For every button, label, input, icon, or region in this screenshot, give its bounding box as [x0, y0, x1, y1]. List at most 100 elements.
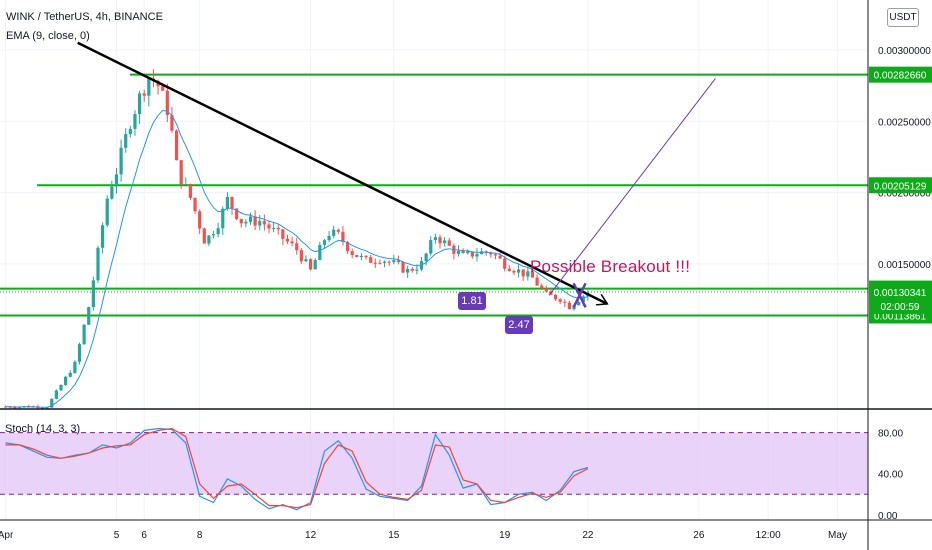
candle-bullish[interactable] — [184, 183, 188, 185]
descending-trendline[interactable] — [77, 41, 608, 304]
candle-bearish[interactable] — [202, 228, 206, 244]
candle-bearish[interactable] — [253, 216, 257, 226]
candle-bullish[interactable] — [105, 198, 109, 226]
candle-bearish[interactable] — [521, 269, 525, 277]
candle-bearish[interactable] — [396, 260, 401, 263]
candle-bearish[interactable] — [438, 237, 442, 244]
candle-bullish[interactable] — [225, 197, 229, 209]
candle-bullish[interactable] — [147, 78, 151, 96]
candle-bearish[interactable] — [540, 285, 544, 289]
candle-bullish[interactable] — [45, 407, 49, 409]
candle-bullish[interactable] — [424, 253, 428, 262]
candle-bullish[interactable] — [406, 268, 410, 273]
candle-bearish[interactable] — [142, 93, 146, 96]
candle-bullish[interactable] — [415, 269, 419, 271]
candle-bullish[interactable] — [433, 237, 437, 241]
candle-bearish[interactable] — [498, 255, 502, 259]
candle-bullish[interactable] — [318, 244, 322, 261]
candle-bullish[interactable] — [77, 344, 82, 362]
candle-bullish[interactable] — [304, 259, 308, 262]
candle-bullish[interactable] — [82, 324, 86, 345]
candle-bearish[interactable] — [165, 90, 169, 116]
candle-bullish[interactable] — [73, 361, 77, 373]
candle-bearish[interactable] — [387, 261, 391, 263]
candle-bullish[interactable] — [221, 208, 225, 229]
candle-bearish[interactable] — [489, 252, 493, 255]
candle-bearish[interactable] — [544, 288, 548, 292]
candle-bearish[interactable] — [507, 268, 511, 272]
candle-bearish[interactable] — [553, 294, 558, 300]
candle-bullish[interactable] — [456, 250, 461, 254]
candle-bullish[interactable] — [124, 134, 128, 148]
candle-bearish[interactable] — [299, 250, 303, 262]
candle-bullish[interactable] — [443, 240, 447, 244]
candle-bearish[interactable] — [230, 197, 234, 209]
candle-bearish[interactable] — [267, 224, 271, 229]
candle-bullish[interactable] — [64, 376, 68, 385]
candle-bullish[interactable] — [516, 269, 521, 273]
candle-bullish[interactable] — [101, 225, 105, 248]
candle-bearish[interactable] — [503, 258, 507, 269]
candle-bullish[interactable] — [114, 174, 119, 187]
candle-bullish[interactable] — [429, 240, 433, 254]
candle-bearish[interactable] — [512, 271, 516, 273]
stoch-d-line[interactable] — [5, 427, 589, 509]
projection-line[interactable] — [548, 78, 716, 296]
candle-bullish[interactable] — [137, 93, 142, 115]
candle-bearish[interactable] — [239, 218, 243, 224]
candle-bearish[interactable] — [378, 262, 382, 264]
candle-bearish[interactable] — [308, 259, 313, 270]
candle-bearish[interactable] — [493, 254, 498, 256]
candle-bearish[interactable] — [262, 221, 266, 225]
candle-bullish[interactable] — [581, 296, 585, 302]
candle-bullish[interactable] — [272, 227, 276, 229]
candle-bearish[interactable] — [235, 208, 239, 219]
candle-bullish[interactable] — [87, 307, 91, 325]
candle-bullish[interactable] — [54, 390, 58, 399]
candle-bearish[interactable] — [355, 255, 359, 258]
candle-bearish[interactable] — [567, 302, 572, 310]
candle-bullish[interactable] — [244, 221, 248, 224]
candle-bullish[interactable] — [211, 234, 216, 236]
candle-bearish[interactable] — [350, 251, 354, 256]
candle-bullish[interactable] — [133, 114, 137, 129]
candle-bullish[interactable] — [59, 384, 63, 391]
candle-bearish[interactable] — [179, 160, 183, 185]
candle-bullish[interactable] — [110, 186, 114, 199]
candle-bullish[interactable] — [119, 147, 123, 175]
candle-bearish[interactable] — [373, 262, 377, 264]
candle-bullish[interactable] — [577, 301, 581, 306]
candle-bearish[interactable] — [341, 231, 345, 242]
candle-bullish[interactable] — [466, 251, 470, 254]
candle-bullish[interactable] — [480, 251, 484, 255]
candle-bearish[interactable] — [193, 197, 197, 212]
candle-bullish[interactable] — [50, 398, 54, 408]
candle-bearish[interactable] — [174, 130, 179, 161]
candle-bearish[interactable] — [470, 251, 474, 257]
candle-bullish[interactable] — [332, 229, 336, 236]
candle-bearish[interactable] — [364, 255, 368, 258]
candle-bearish[interactable] — [558, 299, 562, 302]
candle-bullish[interactable] — [313, 260, 317, 270]
candle-bearish[interactable] — [401, 262, 405, 273]
candle-bearish[interactable] — [13, 407, 17, 409]
candle-bearish[interactable] — [461, 250, 465, 254]
candle-bearish[interactable] — [369, 257, 373, 263]
candle-bullish[interactable] — [327, 235, 331, 241]
candle-bullish[interactable] — [68, 372, 72, 377]
candle-bearish[interactable] — [530, 271, 535, 278]
candle-bearish[interactable] — [535, 277, 539, 286]
ratio-badge-lower[interactable]: 2.47 — [505, 316, 533, 334]
candle-bullish[interactable] — [526, 271, 530, 277]
possible-breakout-annotation[interactable]: Possible Breakout !!! — [530, 257, 691, 276]
ema-line[interactable] — [5, 109, 588, 408]
candle-bullish[interactable] — [248, 216, 253, 222]
candle-bearish[interactable] — [281, 229, 285, 239]
candle-bearish[interactable] — [336, 229, 340, 232]
currency-badge[interactable]: USDT — [887, 8, 919, 27]
candle-bullish[interactable] — [96, 247, 100, 281]
candle-bearish[interactable] — [161, 86, 165, 91]
candle-bullish[interactable] — [382, 261, 387, 263]
candle-bullish[interactable] — [392, 260, 396, 263]
